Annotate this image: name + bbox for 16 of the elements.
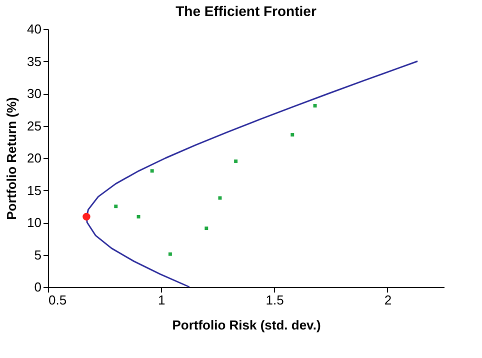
x-tick-label: 1.5 — [266, 292, 284, 308]
y-tick-label: 30 — [27, 86, 42, 101]
chart-title: The Efficient Frontier — [176, 3, 317, 19]
y-axis-title: Portfolio Return (%) — [4, 97, 20, 220]
x-tick-label: 0.5 — [48, 292, 67, 308]
y-tick-label: 0 — [34, 280, 42, 294]
y-tick-label: 5 — [34, 247, 42, 262]
y-tick-label: 15 — [27, 182, 42, 198]
x-axis-title: Portfolio Risk (std. dev.) — [172, 318, 321, 332]
y-tick-label: 40 — [27, 22, 42, 36]
y-tick-label: 20 — [27, 150, 42, 166]
y-tick-label: 35 — [27, 54, 42, 69]
x-tick-label: 1 — [158, 292, 166, 308]
y-tick-label: 10 — [27, 215, 42, 230]
y-tick-label: 25 — [27, 118, 42, 134]
x-tick-label: 2 — [384, 292, 392, 308]
